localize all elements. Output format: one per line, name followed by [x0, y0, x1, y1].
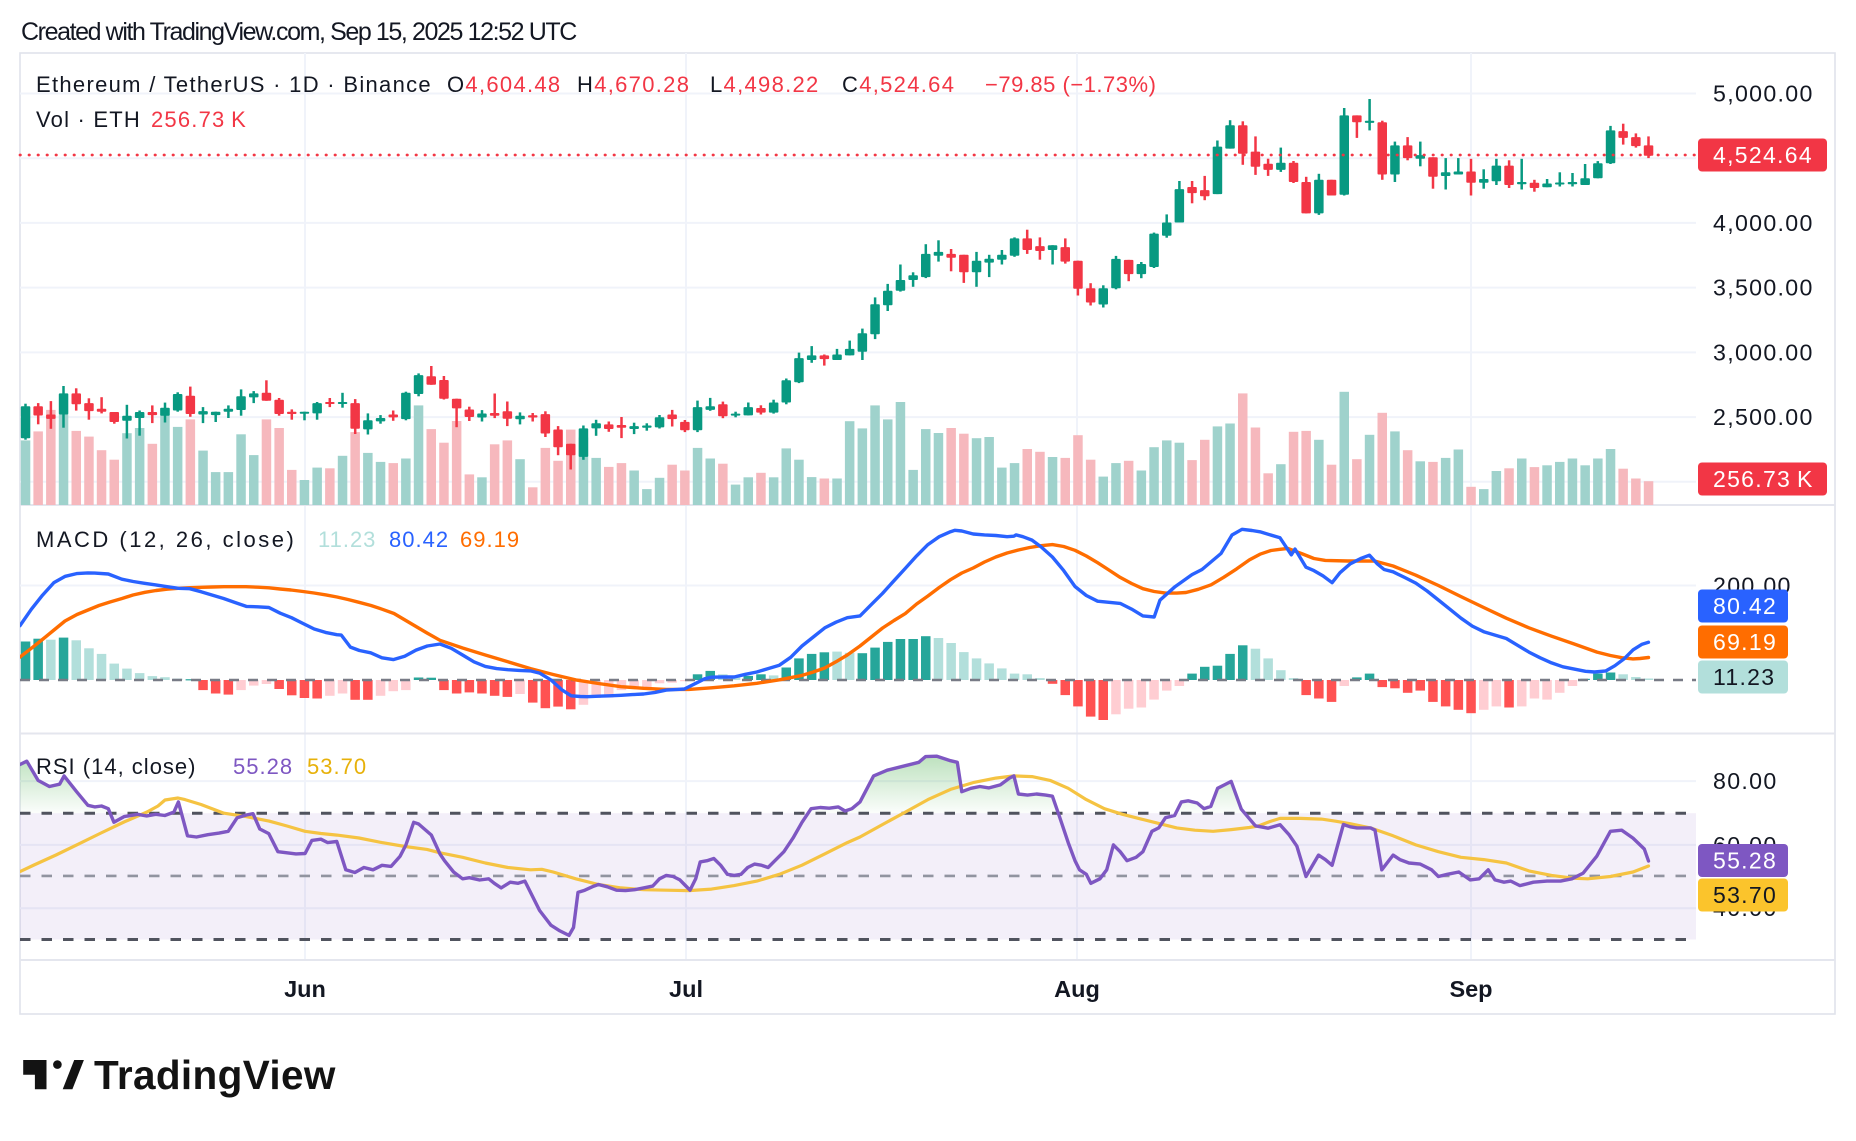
svg-text:C4,524.64: C4,524.64 [842, 72, 955, 97]
svg-text:Jun: Jun [284, 976, 326, 1002]
svg-text:Sep: Sep [1449, 976, 1492, 1002]
svg-text:80.42: 80.42 [389, 527, 449, 552]
svg-text:TradingView: TradingView [94, 1052, 336, 1098]
svg-text:69.19: 69.19 [460, 527, 520, 552]
svg-text:H4,670.28: H4,670.28 [577, 72, 690, 97]
svg-text:11.23: 11.23 [318, 527, 376, 552]
svg-text:256.73 K: 256.73 K [151, 107, 247, 132]
svg-text:2,500.00: 2,500.00 [1713, 404, 1814, 430]
svg-text:O4,604.48: O4,604.48 [447, 72, 561, 97]
svg-text:3,500.00: 3,500.00 [1713, 275, 1814, 301]
svg-text:80.00: 80.00 [1713, 768, 1778, 794]
svg-text:L4,498.22: L4,498.22 [710, 72, 820, 97]
svg-text:55.28: 55.28 [1713, 848, 1777, 874]
svg-text:Created with TradingView.com,: Created with TradingView.com, Sep 15, 20… [21, 18, 577, 46]
svg-text:11.23: 11.23 [1713, 664, 1775, 690]
svg-text:Vol · ETH: Vol · ETH [36, 107, 141, 132]
svg-text:3,000.00: 3,000.00 [1713, 339, 1814, 365]
svg-text:MACD (12, 26, close): MACD (12, 26, close) [36, 527, 296, 552]
svg-text:53.70: 53.70 [307, 754, 367, 779]
svg-text:4,000.00: 4,000.00 [1713, 210, 1814, 236]
svg-text:69.19: 69.19 [1713, 629, 1777, 655]
svg-text:5,000.00: 5,000.00 [1713, 81, 1814, 107]
svg-text:55.28: 55.28 [233, 754, 293, 779]
svg-text:4,524.64: 4,524.64 [1713, 142, 1813, 168]
svg-text:53.70: 53.70 [1713, 882, 1777, 908]
svg-text:RSI (14, close): RSI (14, close) [36, 754, 197, 779]
svg-text:−79.85 (−1.73%): −79.85 (−1.73%) [985, 72, 1156, 97]
svg-text:Jul: Jul [669, 976, 703, 1002]
svg-text:Ethereum / TetherUS · 1D · Bin: Ethereum / TetherUS · 1D · Binance [36, 72, 432, 97]
svg-text:Aug: Aug [1054, 976, 1100, 1002]
svg-text:256.73 K: 256.73 K [1713, 466, 1814, 492]
svg-text:80.42: 80.42 [1713, 593, 1777, 619]
